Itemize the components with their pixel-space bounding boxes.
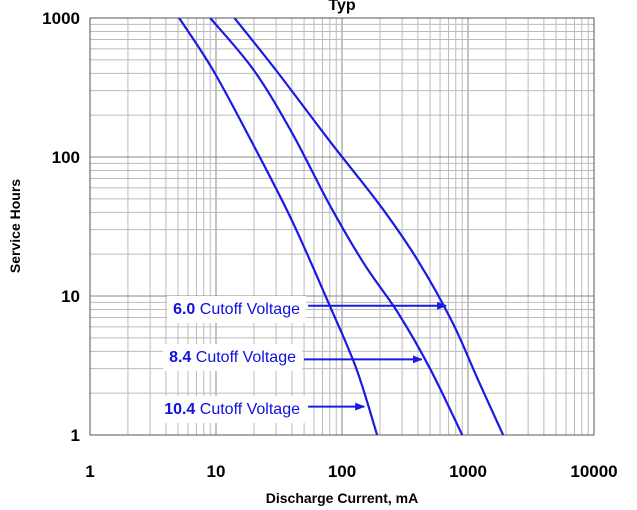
annotation-box <box>167 296 307 323</box>
annotation-cutoff-10.4: 10.4 Cutoff Voltage <box>158 396 366 423</box>
annotation-cutoff-text: Cutoff Voltage <box>191 349 296 366</box>
y-axis-label: Service Hours <box>7 179 23 273</box>
x-tick-labels: 1 10 100 1000 10000 <box>85 462 617 481</box>
y-tick-label: 1000 <box>42 9 80 28</box>
x-axis-label: Discharge Current, mA <box>266 490 418 506</box>
annotation-label: 8.4 Cutoff Voltage <box>169 349 296 366</box>
annotation-label: 6.0 Cutoff Voltage <box>173 301 300 318</box>
annotation-cutoff-text: Cutoff Voltage <box>195 301 300 318</box>
series-group <box>178 18 505 435</box>
x-tick-label: 100 <box>328 462 356 481</box>
annotation-box <box>163 344 303 371</box>
x-tick-label: 1 <box>85 462 94 481</box>
series-line-cutoff-6.0 <box>233 18 505 435</box>
annotation-cutoff-text: Cutoff Voltage <box>195 401 300 418</box>
plot-area <box>89 17 595 436</box>
annotation-label: 10.4 Cutoff Voltage <box>164 401 300 418</box>
chart-title: Typ <box>328 0 355 14</box>
y-tick-labels: 1 10 100 1000 <box>42 9 80 445</box>
annotation-cutoff-8.4: 8.4 Cutoff Voltage <box>163 344 423 371</box>
series-line-cutoff-10.4 <box>178 18 379 435</box>
y-tick-label: 100 <box>52 148 80 167</box>
series-line-cutoff-8.4 <box>209 18 464 435</box>
annotation-box <box>158 396 307 423</box>
x-tick-label: 10 <box>207 462 226 481</box>
y-tick-label: 10 <box>61 287 80 306</box>
annotation-cutoff-value: 8.4 <box>169 349 191 366</box>
y-tick-label: 1 <box>71 426 80 445</box>
annotation-cutoff-value: 10.4 <box>164 401 195 418</box>
annotation-cutoff-6.0: 6.0 Cutoff Voltage <box>167 296 448 323</box>
annotation-cutoff-value: 6.0 <box>173 301 195 318</box>
x-tick-label: 1000 <box>449 462 487 481</box>
x-tick-label: 10000 <box>570 462 617 481</box>
